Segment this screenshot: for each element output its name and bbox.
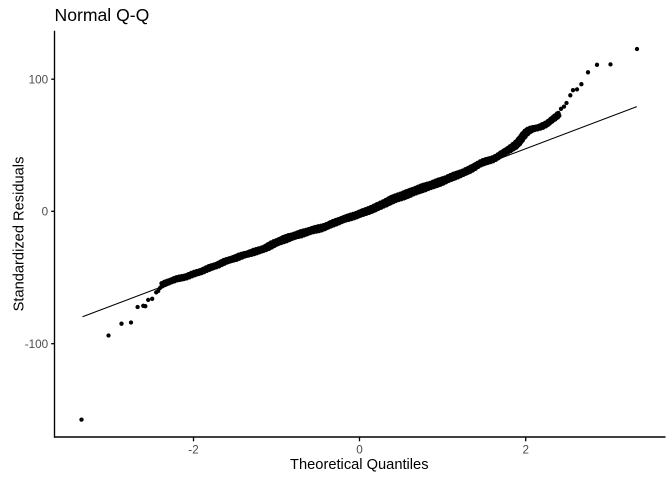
svg-text:2: 2 [522, 443, 529, 456]
svg-text:Standardized Residuals: Standardized Residuals [12, 157, 28, 312]
svg-text:Normal Q-Q: Normal Q-Q [55, 5, 150, 25]
svg-text:0: 0 [42, 206, 49, 219]
svg-text:100: 100 [29, 73, 49, 86]
svg-text:0: 0 [356, 443, 363, 456]
svg-text:Theoretical Quantiles: Theoretical Quantiles [290, 457, 429, 473]
svg-text:-2: -2 [188, 443, 198, 456]
svg-text:-100: -100 [25, 338, 49, 351]
